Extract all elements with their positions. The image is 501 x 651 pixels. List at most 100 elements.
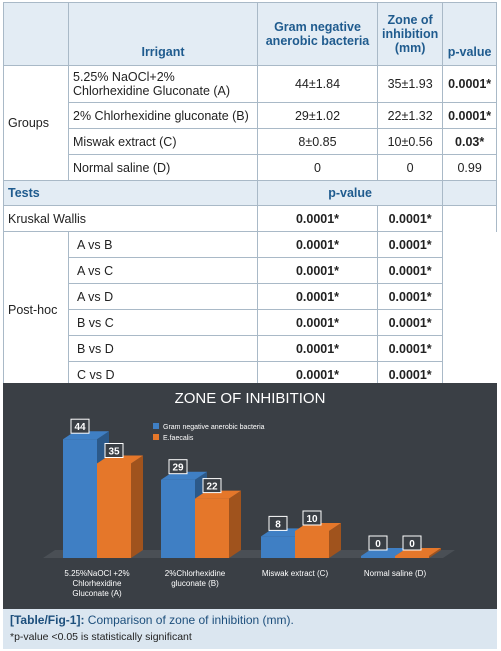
bar-side (329, 523, 341, 558)
irrigant-cell: 2% Chlorhexidine gluconate (B) (68, 102, 258, 129)
group-row: Normal saline (D) 0 0 0.99 (4, 154, 497, 181)
bar-efaecalis (295, 531, 329, 558)
group-row: Miswak extract (C) 8±0.85 10±0.56 0.03* (4, 128, 497, 155)
comparison-value-1: 0.0001* (257, 257, 378, 284)
comparison-value-1: 0.0001* (257, 335, 378, 362)
kruskal-value-2: 0.0001* (376, 205, 444, 232)
comparison-label: A vs D (68, 283, 258, 310)
chart-svg: ZONE OF INHIBITION Gram negative anerobic… (43, 390, 455, 598)
kruskal-row: Kruskal Wallis 0.0001* 0.0001* (3, 205, 497, 232)
legend-label: Gram negative anerobic bacteria (163, 424, 265, 431)
legend-swatch (153, 434, 159, 440)
bar-efaecalis (97, 463, 131, 558)
tests-header-empty (442, 180, 497, 206)
gram-negative-cell: 0 (257, 154, 378, 181)
irrigant-cell: 5.25% NaOCl+2% Chlorhexidine Gluconate (… (68, 65, 258, 103)
data-label-box (302, 510, 322, 526)
header-zone: Zone of inhibition (mm) (376, 2, 444, 66)
category-label: Normal saline (D) (364, 569, 427, 578)
zone-of-inhibition-chart: ZONE OF INHIBITION Gram negative anerobic… (3, 383, 497, 609)
comparison-label: A vs C (68, 257, 258, 284)
category-label: 2%Chlorhexidine (165, 569, 226, 578)
table-header-row: Irrigant Gram negative anerobic bacteria… (3, 2, 497, 66)
bar-efaecalis (195, 498, 229, 558)
zone-cell: 22±1.32 (376, 102, 444, 129)
data-label: 0 (409, 539, 415, 550)
blank-cell (442, 205, 497, 232)
tests-header-label: Tests (3, 180, 258, 206)
comparison-value-1: 0.0001* (257, 309, 378, 336)
gram-negative-cell: 8±0.85 (257, 128, 378, 155)
posthoc-rows: Post-hoc A vs B 0.0001* 0.0001* A vs C 0.0001… (3, 231, 497, 388)
data-label-box (402, 535, 422, 551)
caption-line: [Table/Fig-1]: Comparison of zone of inh… (10, 613, 294, 627)
comparison-value-2: 0.0001* (376, 283, 444, 310)
category-label: gluconate (B) (171, 579, 219, 588)
pvalue-cell: 0.0001* (442, 102, 497, 129)
posthoc-row: A vs C 0.0001* 0.0001* (4, 257, 497, 284)
caption-label: [Table/Fig-1]: (10, 613, 85, 627)
irrigant-cell: Normal saline (D) (68, 154, 258, 181)
data-label: 0 (375, 539, 381, 550)
header-empty-cell (3, 2, 69, 66)
chart-title: ZONE OF INHIBITION (175, 390, 326, 407)
data-label: 10 (306, 514, 318, 525)
header-irrigant: Irrigant (68, 2, 258, 66)
comparison-value-1: 0.0001* (257, 231, 378, 258)
comparison-value-1: 0.0001* (257, 283, 378, 310)
gram-negative-cell: 29±1.02 (257, 102, 378, 129)
data-label: 22 (206, 482, 218, 493)
legend-swatch (153, 423, 159, 429)
data-label: 29 (172, 463, 184, 474)
kruskal-value-1: 0.0001* (257, 205, 378, 232)
data-label-box (368, 535, 388, 551)
gram-negative-cell: 44±1.84 (257, 65, 378, 103)
groups-label: Groups (3, 65, 69, 181)
data-label-box (268, 515, 288, 531)
data-label: 8 (275, 519, 281, 530)
category-label: Miswak extract (C) (262, 569, 329, 578)
group-row: Groups 5.25% NaOCl+2% Chlorhexidine Gluco… (3, 65, 497, 181)
comparison-label: B vs D (68, 335, 258, 362)
data-label: 44 (74, 422, 86, 433)
comparison-value-2: 0.0001* (376, 231, 444, 258)
comparison-value-2: 0.0001* (376, 257, 444, 284)
pvalue-cell: 0.0001* (442, 65, 497, 103)
posthoc-row: Post-hoc A vs B 0.0001* 0.0001* (3, 231, 497, 388)
bar-side (229, 490, 241, 558)
posthoc-row: A vs D 0.0001* 0.0001* (4, 283, 497, 310)
comparison-label: A vs B (68, 231, 258, 258)
data-label-box (202, 478, 222, 494)
caption-note: *p-value <0.05 is statistically signific… (10, 631, 192, 643)
bar-gram-negative (261, 536, 295, 558)
tests-header-row: Tests p-value (3, 180, 497, 206)
posthoc-row: B vs C 0.0001* 0.0001* (4, 309, 497, 336)
tests-header-pvalue: p-value (256, 180, 444, 206)
bar-efaecalis (395, 556, 429, 558)
header-gram-negative: Gram negative anerobic bacteria (257, 2, 378, 66)
category-label: Gluconate (A) (72, 589, 122, 598)
category-label: Chlorhexidine (73, 579, 122, 588)
bar-gram-negative (161, 479, 195, 558)
group-rows: Groups 5.25% NaOCl+2% Chlorhexidine Gluco… (3, 65, 497, 181)
data-label-box (70, 418, 90, 434)
bar-gram-negative (361, 556, 395, 558)
chart-floor (43, 550, 455, 558)
caption-text: Comparison of zone of inhibition (mm). (84, 613, 294, 627)
bar-gram-negative (63, 439, 97, 558)
data-label: 35 (108, 447, 120, 458)
pvalue-cell: 0.99 (442, 154, 497, 181)
posthoc-label: Post-hoc (3, 231, 69, 388)
bar-side (429, 548, 441, 558)
header-pvalue: p-value (442, 2, 497, 66)
comparison-value-2: 0.0001* (376, 335, 444, 362)
data-label-box (104, 443, 124, 458)
results-table: Irrigant Gram negative anerobic bacteria… (3, 2, 497, 388)
comparison-value-2: 0.0001* (376, 309, 444, 336)
zone-cell: 35±1.93 (376, 65, 444, 103)
zone-cell: 10±0.56 (376, 128, 444, 155)
group-row: 2% Chlorhexidine gluconate (B) 29±1.02 22±… (4, 102, 497, 129)
comparison-label: B vs C (68, 309, 258, 336)
kruskal-label: Kruskal Wallis (3, 205, 258, 232)
